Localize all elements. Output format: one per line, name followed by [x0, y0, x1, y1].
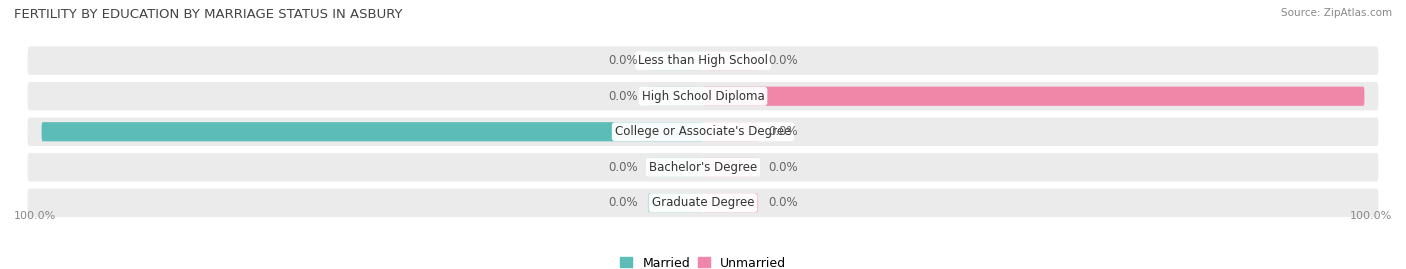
Text: Graduate Degree: Graduate Degree [652, 196, 754, 209]
FancyBboxPatch shape [28, 118, 1378, 146]
Text: 100.0%: 100.0% [14, 211, 56, 221]
Text: Source: ZipAtlas.com: Source: ZipAtlas.com [1281, 8, 1392, 18]
Text: 100.0%: 100.0% [0, 125, 28, 138]
Text: Bachelor's Degree: Bachelor's Degree [650, 161, 756, 174]
Text: 0.0%: 0.0% [607, 90, 637, 103]
FancyBboxPatch shape [28, 153, 1378, 182]
FancyBboxPatch shape [42, 122, 703, 141]
Text: College or Associate's Degree: College or Associate's Degree [614, 125, 792, 138]
FancyBboxPatch shape [703, 193, 758, 213]
FancyBboxPatch shape [648, 158, 703, 177]
Text: 0.0%: 0.0% [769, 161, 799, 174]
Text: 0.0%: 0.0% [607, 161, 637, 174]
Text: High School Diploma: High School Diploma [641, 90, 765, 103]
Text: 0.0%: 0.0% [769, 196, 799, 209]
Text: 0.0%: 0.0% [769, 54, 799, 67]
FancyBboxPatch shape [703, 51, 758, 70]
Text: FERTILITY BY EDUCATION BY MARRIAGE STATUS IN ASBURY: FERTILITY BY EDUCATION BY MARRIAGE STATU… [14, 8, 402, 21]
Text: 0.0%: 0.0% [607, 196, 637, 209]
Text: Less than High School: Less than High School [638, 54, 768, 67]
FancyBboxPatch shape [28, 47, 1378, 75]
FancyBboxPatch shape [28, 189, 1378, 217]
Text: 0.0%: 0.0% [769, 125, 799, 138]
Legend: Married, Unmarried: Married, Unmarried [614, 252, 792, 269]
FancyBboxPatch shape [648, 87, 703, 106]
FancyBboxPatch shape [648, 193, 703, 213]
FancyBboxPatch shape [648, 51, 703, 70]
FancyBboxPatch shape [703, 87, 1364, 106]
FancyBboxPatch shape [703, 158, 758, 177]
FancyBboxPatch shape [703, 122, 758, 141]
Text: 100.0%: 100.0% [1350, 211, 1392, 221]
FancyBboxPatch shape [28, 82, 1378, 111]
Text: 0.0%: 0.0% [607, 54, 637, 67]
Text: 100.0%: 100.0% [1378, 90, 1406, 103]
